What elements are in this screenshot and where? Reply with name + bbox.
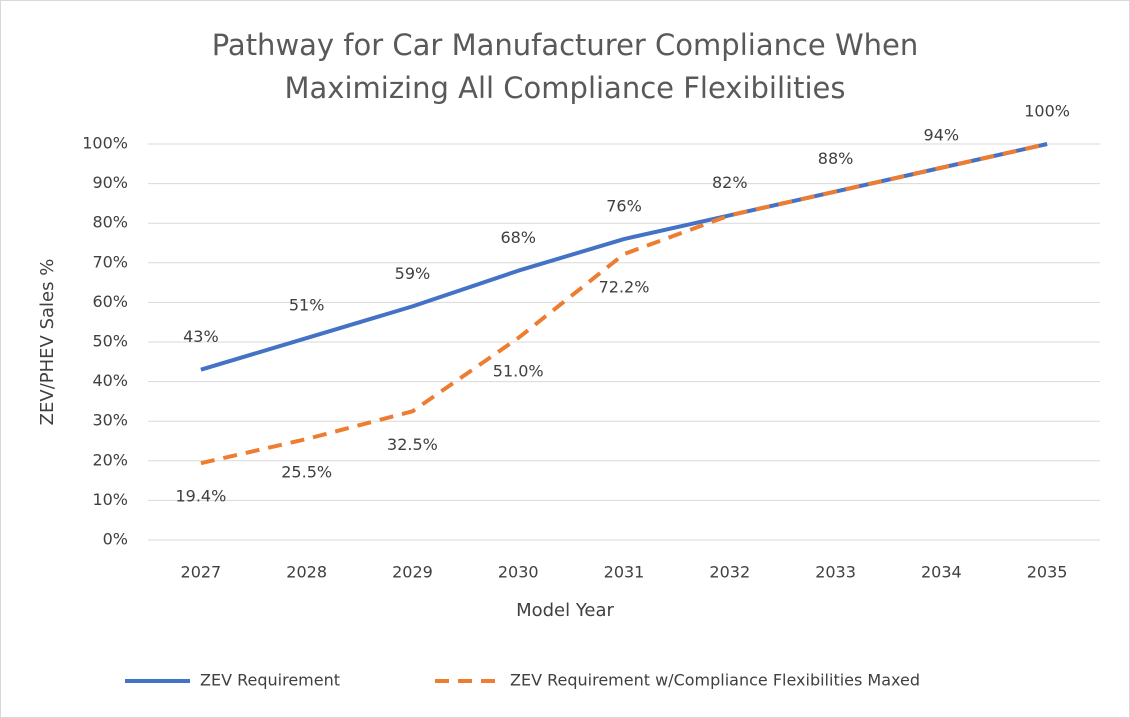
data-label: 82% [712,173,748,192]
data-label: 76% [606,197,642,216]
series-line [200,142,1048,372]
chart-title: Pathway for Car Manufacturer Compliance … [212,28,919,62]
x-tick-label: 2034 [921,563,962,582]
y-tick-label: 10% [92,490,128,509]
x-tick-label: 2035 [1027,563,1068,582]
legend-label: ZEV Requirement w/Compliance Flexibiliti… [510,671,920,690]
series-line [200,142,1048,466]
x-tick-label: 2030 [498,563,539,582]
data-label: 59% [395,264,431,283]
data-label: 32.5% [387,435,438,454]
x-tick-label: 2031 [604,563,645,582]
y-tick-label: 50% [92,332,128,351]
chart-title: Maximizing All Compliance Flexibilities [285,71,846,105]
y-tick-label: 30% [92,411,128,430]
y-tick-label: 70% [92,252,128,271]
data-label: 51% [289,296,325,315]
x-tick-label: 2027 [181,563,222,582]
y-tick-label: 20% [92,450,128,469]
data-label: 100% [1024,102,1070,121]
y-axis-title: ZEV/PHEV Sales % [37,259,58,426]
data-label: 72.2% [599,278,650,297]
data-label: 43% [183,327,219,346]
y-tick-label: 100% [82,134,128,153]
x-axis-title: Model Year [516,600,614,621]
x-tick-label: 2032 [709,563,750,582]
data-label: 68% [500,228,536,247]
data-label: 25.5% [281,463,332,482]
legend-label: ZEV Requirement [200,671,340,690]
y-tick-label: 60% [92,292,128,311]
y-tick-label: 0% [103,530,128,549]
y-tick-label: 40% [92,371,128,390]
data-label: 51.0% [493,362,544,381]
data-label: 94% [924,125,960,144]
x-tick-label: 2033 [815,563,856,582]
data-label: 19.4% [175,487,226,506]
y-tick-label: 80% [92,213,128,232]
x-tick-label: 2028 [286,563,327,582]
data-label: 88% [818,149,854,168]
y-tick-label: 90% [92,173,128,192]
x-tick-label: 2029 [392,563,433,582]
